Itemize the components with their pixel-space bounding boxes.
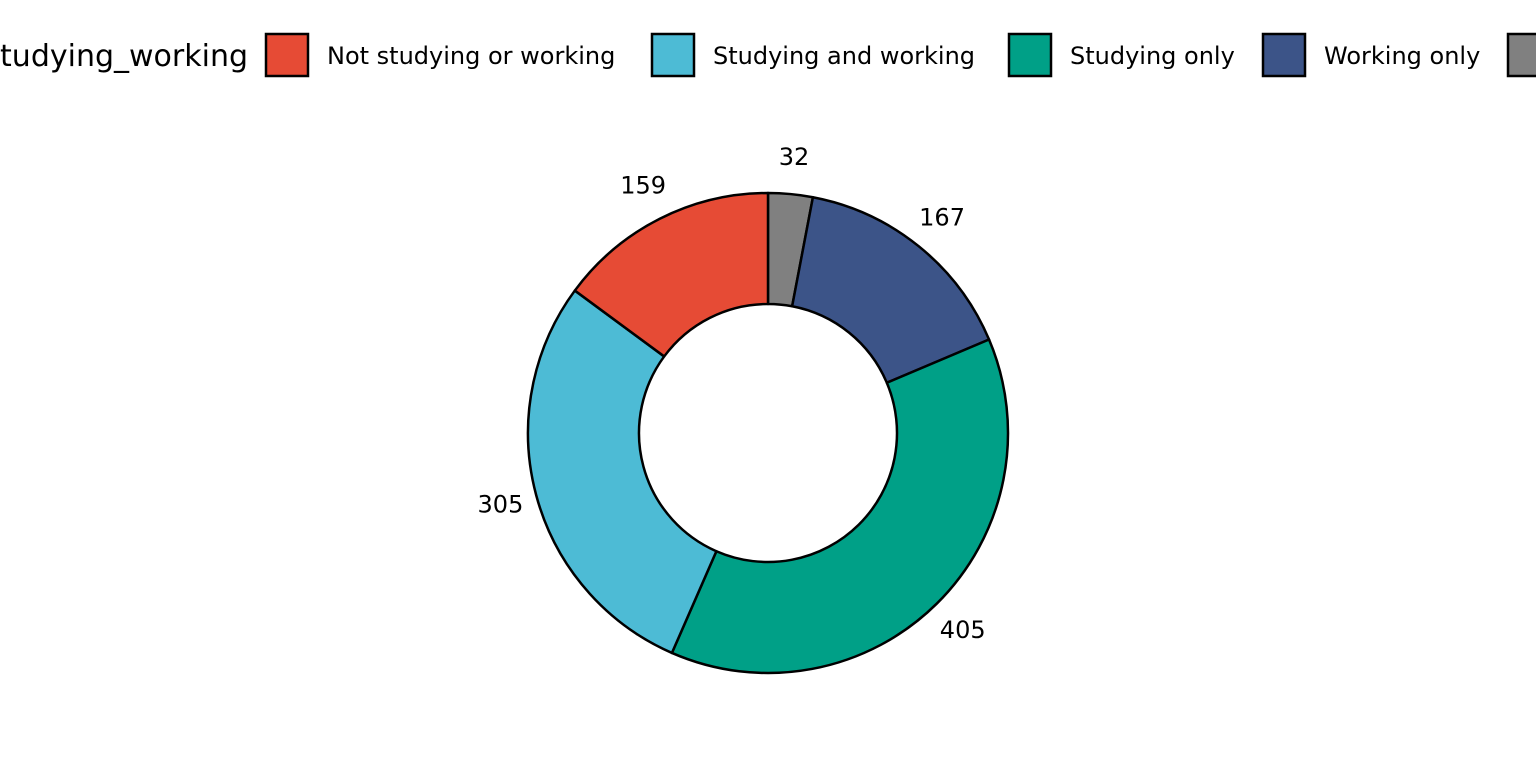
- legend-label: Not studying or working: [327, 42, 615, 70]
- value-label-slice-5: 32: [779, 143, 810, 171]
- legend-item-studying-and-working: Studying and working: [650, 32, 975, 78]
- legend-item-not-studying-or-working: Not studying or working: [264, 32, 615, 78]
- legend-swatch: [1261, 32, 1307, 78]
- legend-title: Studying_working: [0, 39, 248, 74]
- legend-item-studying-only: Studying only: [1007, 32, 1235, 78]
- donut-slices: [526, 191, 1010, 675]
- slice-studying-only: [670, 338, 1010, 675]
- legend-swatch: [264, 32, 310, 78]
- value-label-working-only: 167: [919, 204, 965, 232]
- legend-swatch: [1007, 32, 1053, 78]
- slice-working-only: [790, 195, 991, 385]
- slice-value-labels: 32 167 405 305 159: [478, 143, 986, 644]
- legend-label: Working only: [1324, 42, 1480, 70]
- value-label-studying-and-working: 305: [478, 491, 524, 519]
- legend-item-slice-5: [1506, 32, 1536, 78]
- slice-studying-and-working: [526, 289, 718, 655]
- legend-label: Studying and working: [713, 42, 975, 70]
- value-label-studying-only: 405: [940, 616, 986, 644]
- legend-label: Studying only: [1070, 42, 1235, 70]
- chart-legend: Studying_working Not studying or working…: [0, 32, 1536, 78]
- legend-item-working-only: Working only: [1261, 32, 1480, 78]
- slice-not-studying-or-working: [573, 191, 770, 358]
- legend-swatch: [650, 32, 696, 78]
- legend-swatch: [1506, 32, 1536, 78]
- value-label-not-studying-or-working: 159: [620, 172, 666, 200]
